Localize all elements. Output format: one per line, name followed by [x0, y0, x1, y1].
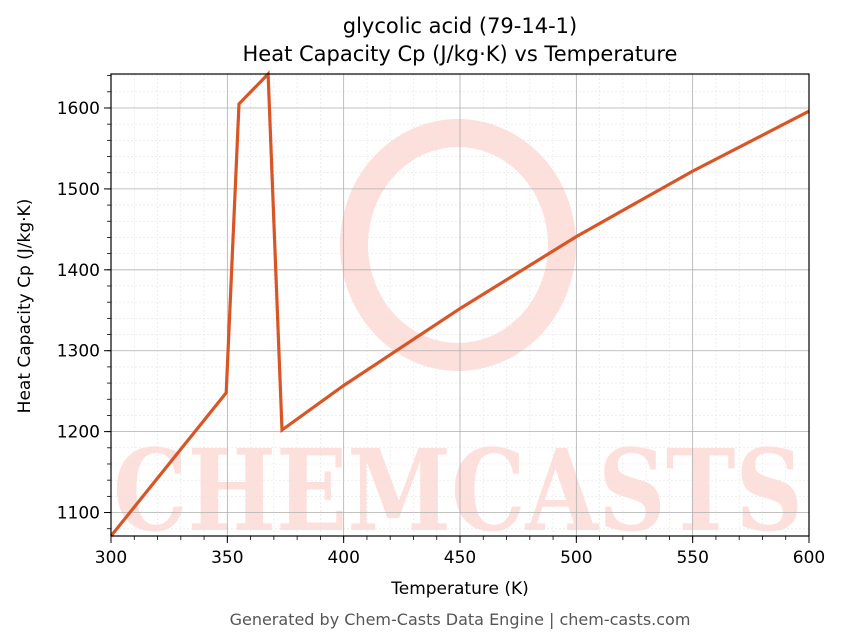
y-tick-label: 1400 — [57, 261, 100, 281]
x-tick-label: 300 — [95, 548, 127, 568]
watermark-swirl — [340, 119, 576, 371]
x-tick-label: 350 — [211, 548, 243, 568]
series-line — [109, 70, 810, 538]
x-tick-label: 500 — [560, 548, 592, 568]
watermark-text: CHEMCASTS — [113, 426, 803, 557]
x-axis: 300 350 400 450 500 550 600 — [95, 536, 825, 568]
footer-credit: Generated by Chem-Casts Data Engine | ch… — [230, 610, 691, 629]
x-tick-label: 600 — [793, 548, 825, 568]
x-tick-label: 550 — [676, 548, 708, 568]
y-axis-label: Heat Capacity Cp (J/kg·K) — [15, 199, 35, 414]
y-tick-label: 1200 — [57, 423, 100, 443]
x-axis-label: Temperature (K) — [390, 579, 529, 599]
y-tick-label: 1300 — [57, 342, 100, 362]
x-tick-label: 450 — [444, 548, 476, 568]
y-tick-label: 1100 — [57, 504, 100, 524]
chart-title: glycolic acid (79-14-1) — [343, 14, 577, 38]
y-tick-label: 1600 — [57, 99, 100, 119]
y-axis: 1100 1200 1300 1400 1500 1600 — [57, 75, 111, 530]
chart-subtitle: Heat Capacity Cp (J/kg·K) vs Temperature — [243, 42, 678, 66]
watermark-logo: CHEMCASTS — [113, 119, 803, 557]
x-tick-label: 400 — [327, 548, 359, 568]
series-layer — [109, 70, 810, 538]
y-tick-label: 1500 — [57, 180, 100, 200]
